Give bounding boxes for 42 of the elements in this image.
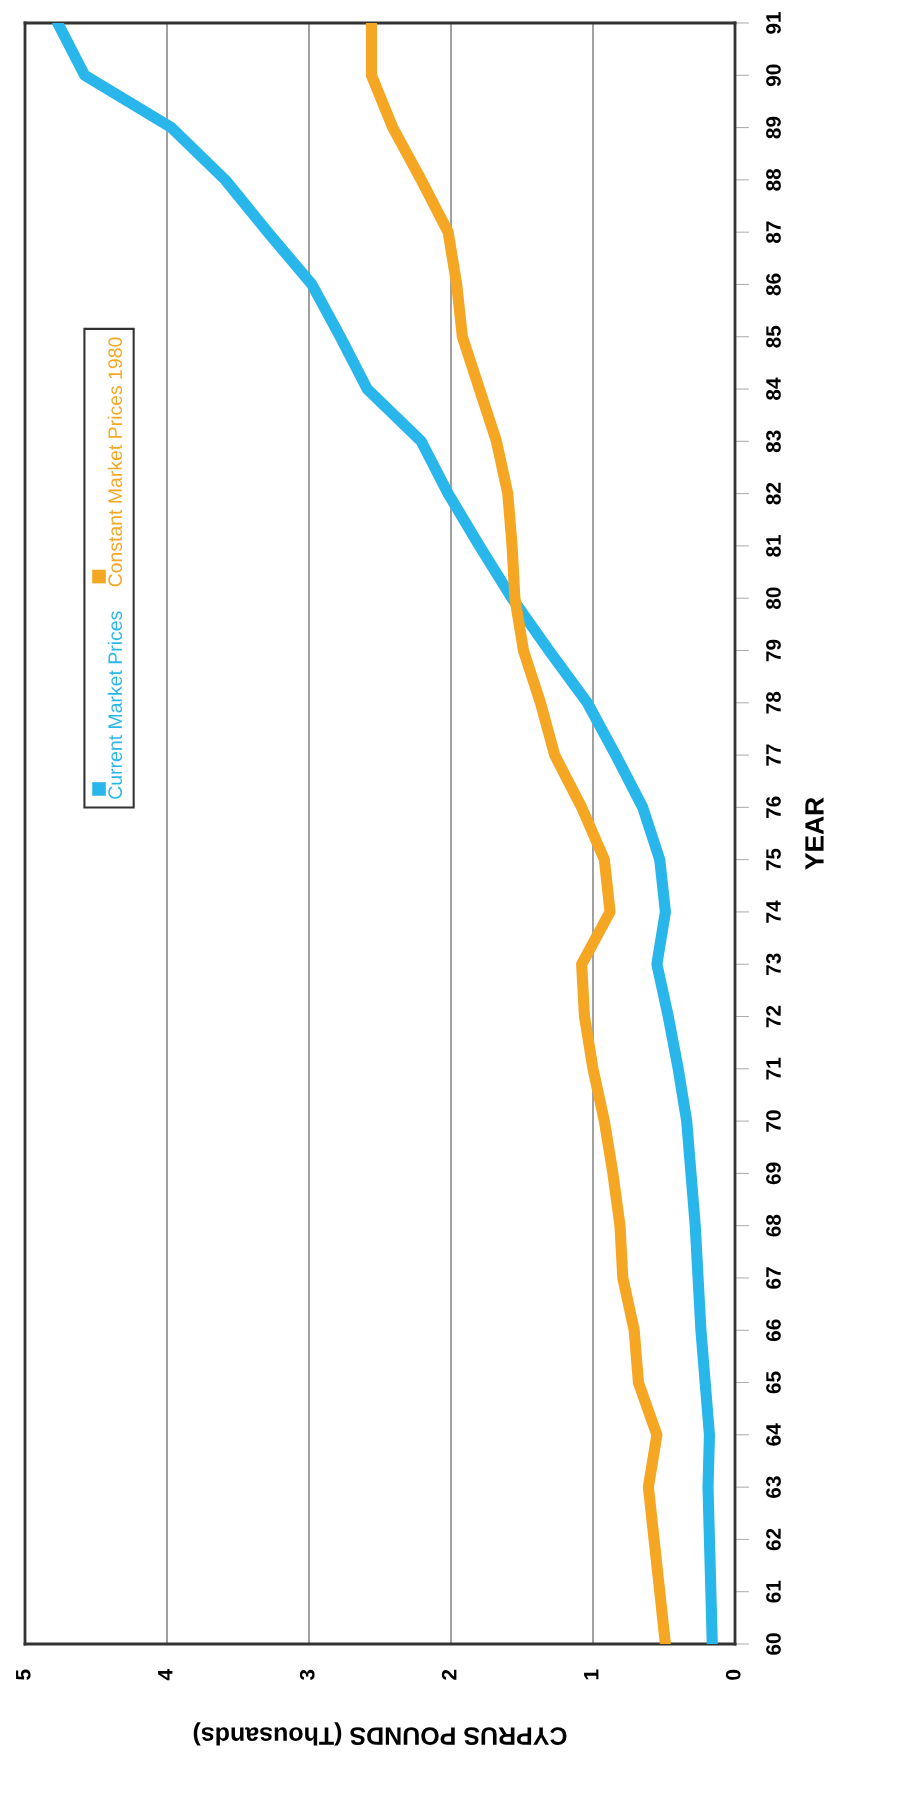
y-tick-label: 86: [766, 273, 781, 296]
y-tick-label: 82: [766, 482, 781, 505]
y-tick-label: 72: [766, 1005, 781, 1028]
y-tick-label: 64: [766, 1423, 781, 1446]
y-tick-label: 73: [766, 953, 781, 975]
y-tick-label: 71: [766, 1057, 781, 1080]
y-tick-label: 69: [766, 1162, 781, 1185]
y-tick-label: 79: [766, 639, 781, 662]
y-tick-label: 62: [766, 1528, 781, 1551]
y-tick-label: 66: [766, 1319, 781, 1342]
y-tick-label: 84: [766, 377, 781, 400]
y-tick-label: 81: [766, 534, 781, 557]
x-tick-label: 1: [584, 1669, 599, 1680]
y-tick-label: 61: [766, 1580, 781, 1603]
y-tick-label: 78: [766, 691, 781, 714]
x-axis-title: CYPRUS POUNDS (Thousands): [193, 1722, 567, 1746]
x-tick-label: 3: [299, 1669, 315, 1681]
x-tick-label: 5: [16, 1669, 31, 1680]
y-tick-label: 77: [766, 744, 781, 766]
y-axis-title: YEAR: [805, 797, 824, 870]
y-tick-label: 65: [766, 1371, 781, 1394]
text: Constant Market Prices 1980: [107, 337, 123, 587]
x-tick-label: 0: [725, 1669, 741, 1680]
y-tick-label: 76: [766, 796, 781, 819]
y-tick-label: 88: [766, 168, 781, 191]
y-tick-label: 90: [766, 64, 781, 87]
y-tick-label: 91: [766, 11, 781, 34]
y-tick-label: 67: [766, 1267, 781, 1289]
y-tick-label: 85: [766, 325, 781, 348]
x-tick-label: 2: [441, 1669, 457, 1680]
y-tick-label: 80: [766, 587, 781, 610]
y-tick-label: 75: [766, 848, 781, 871]
y-tick-label: 70: [766, 1110, 781, 1132]
y-tick-label: 68: [766, 1214, 781, 1237]
y-tick-label: 83: [766, 430, 781, 453]
y-tick-label: 74: [766, 900, 781, 923]
y-tick-label: 87: [766, 221, 781, 244]
y-tick-label: 60: [766, 1633, 781, 1655]
x-tick-label: 4: [158, 1669, 173, 1681]
y-tick-label: 63: [766, 1476, 781, 1498]
y-tick-label: 89: [766, 116, 781, 139]
text: Current Market Prices: [107, 611, 123, 799]
